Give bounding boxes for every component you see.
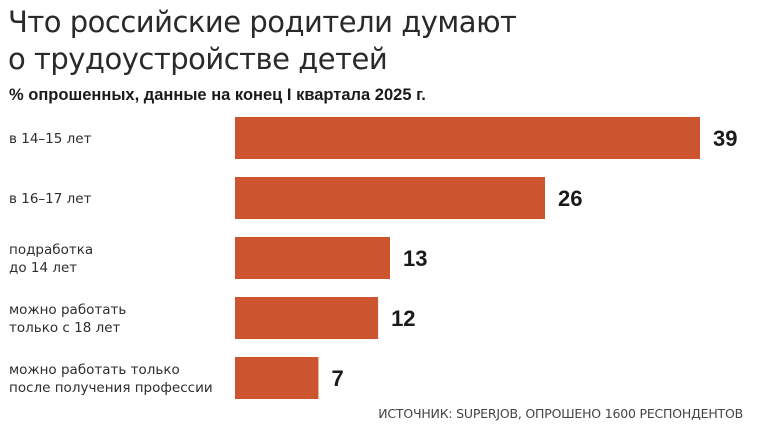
bar-2 <box>235 177 545 219</box>
chart-subtitle: % опрошенных, данные на конец I квартала… <box>9 86 426 104</box>
category-label-4: можно работать только с 18 лет <box>9 302 126 336</box>
value-label-1: 39 <box>713 126 737 151</box>
category-label-line: можно работать <box>9 302 126 318</box>
bar-3 <box>235 237 390 279</box>
value-label-5: 7 <box>331 366 343 391</box>
category-label-line: после получения профессии <box>9 380 213 396</box>
category-label-line: до 14 лет <box>9 260 77 276</box>
category-label-line: только с 18 лет <box>9 320 121 336</box>
category-label-line: в 16–17 лет <box>9 191 92 207</box>
bar-1 <box>235 117 700 159</box>
bar-5 <box>235 357 319 399</box>
title-line-1: Что российские родители думают <box>8 5 517 39</box>
value-label-2: 26 <box>558 186 582 211</box>
value-label-4: 12 <box>391 306 415 331</box>
category-label-5: можно работать только после получения про… <box>9 362 213 396</box>
category-label-line: в 14–15 лет <box>9 131 92 147</box>
category-label-3: подработка до 14 лет <box>9 242 93 276</box>
category-label-2: в 16–17 лет <box>9 191 92 207</box>
category-label-line: можно работать только <box>9 362 180 378</box>
value-label-3: 13 <box>403 246 427 271</box>
chart-title: Что российские родители думают о трудоус… <box>8 4 517 78</box>
title-line-2: о трудоустройстве детей <box>8 42 388 76</box>
bar-4 <box>235 297 379 339</box>
category-label-1: в 14–15 лет <box>9 131 92 147</box>
category-label-line: подработка <box>9 242 93 258</box>
source-note: ИСТОЧНИК: SUPERJOB, ОПРОШЕНО 1600 РЕСПОН… <box>378 406 743 421</box>
